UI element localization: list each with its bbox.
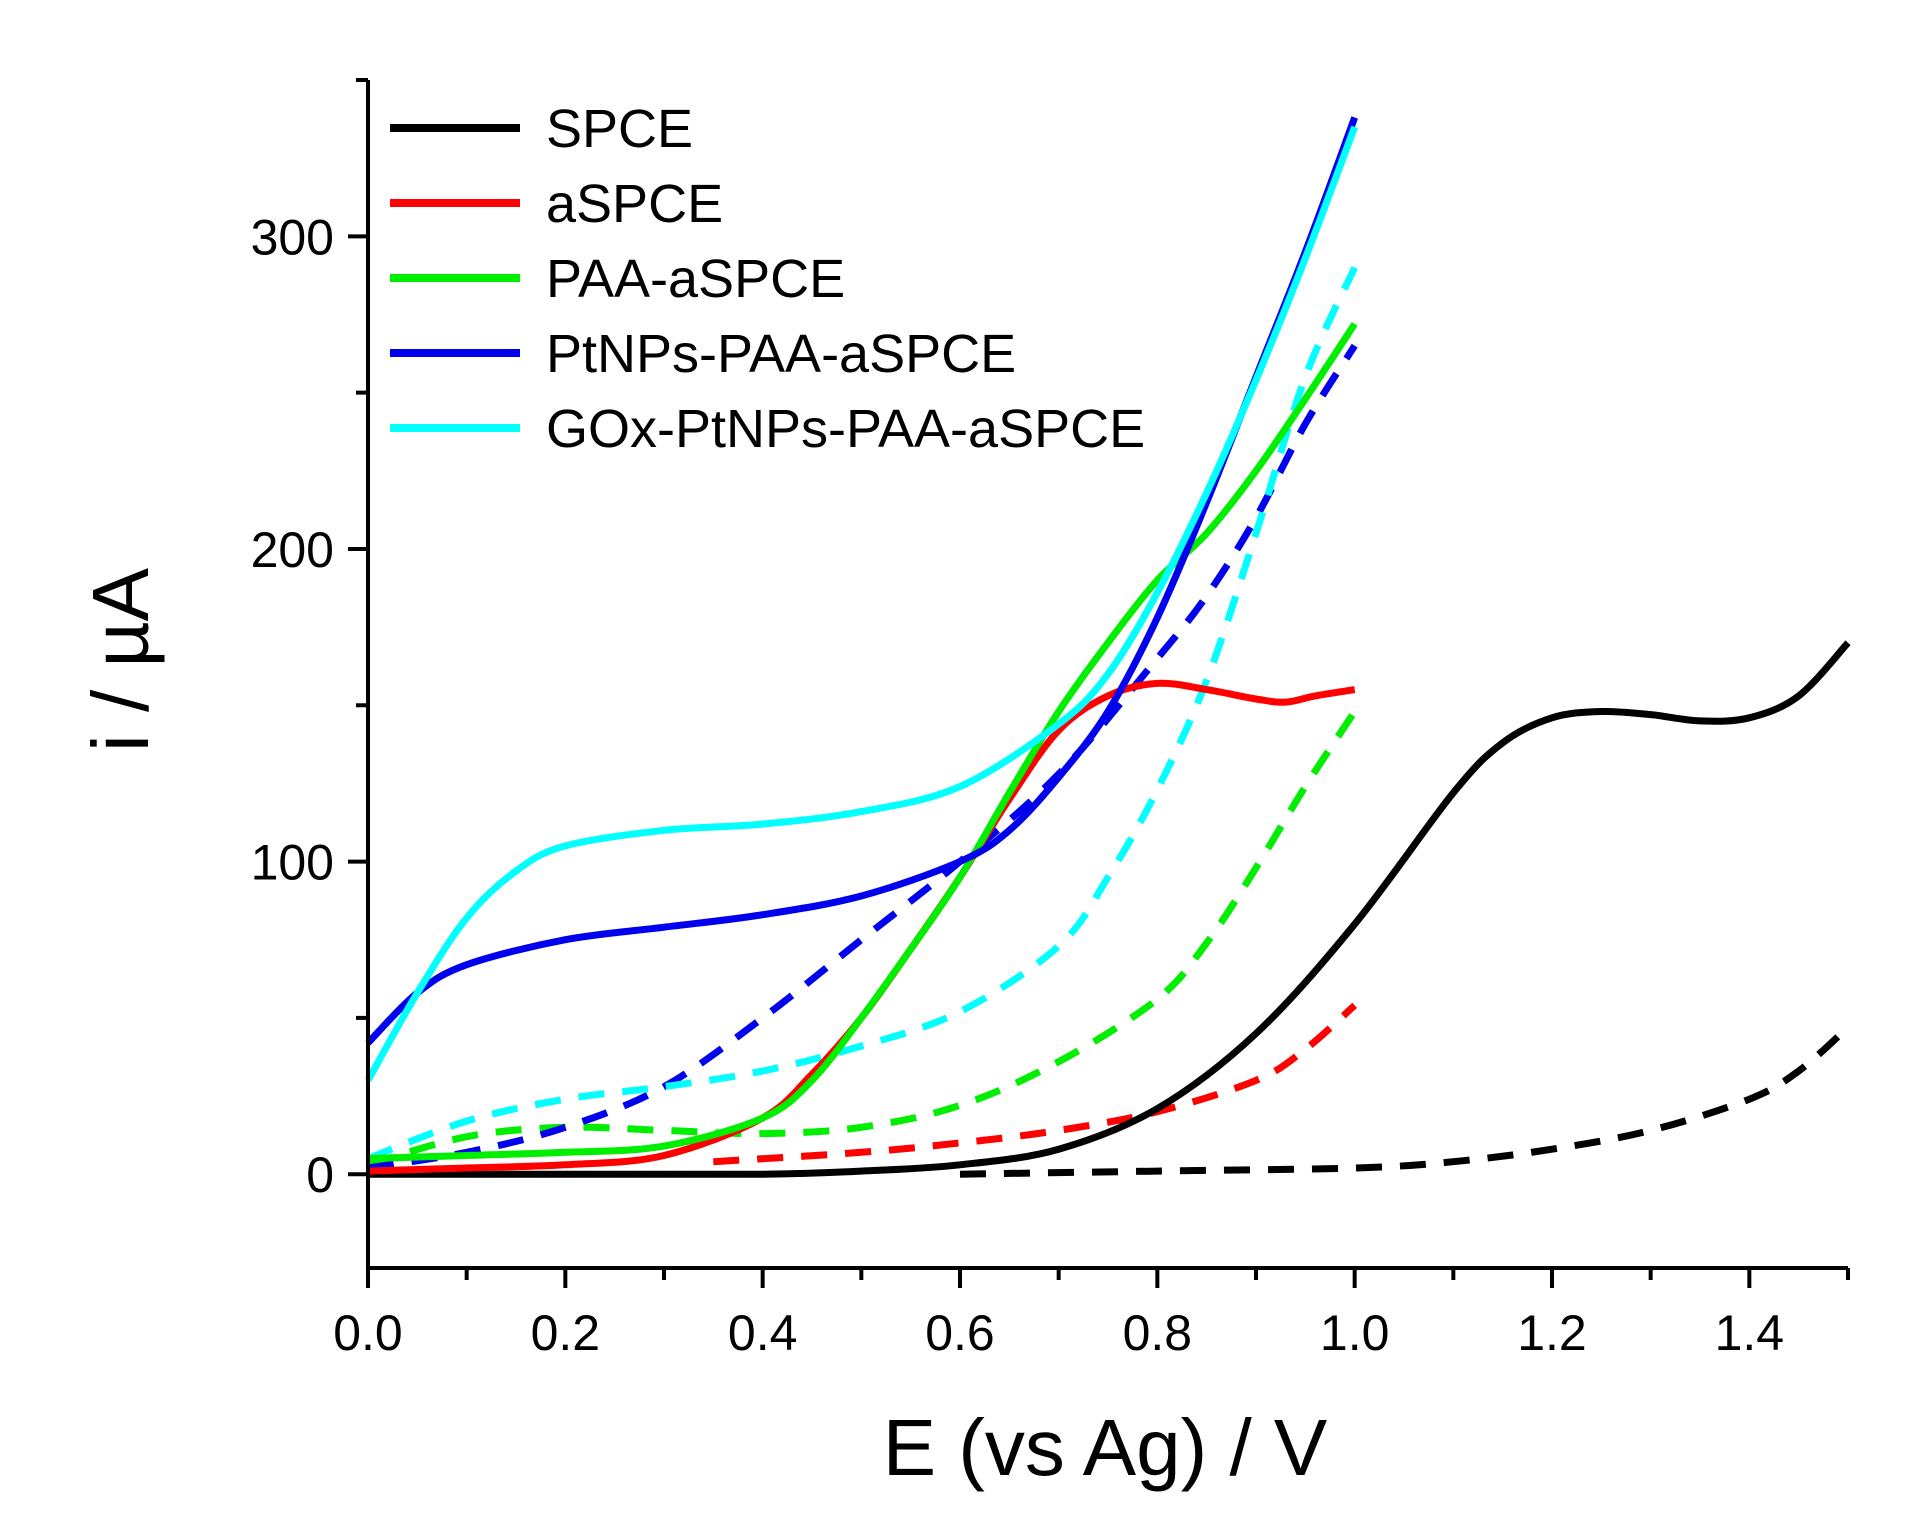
x-tick-label: 0.0 [333,1305,403,1361]
y-tick-label: 0 [306,1147,334,1203]
series-line-spce [368,640,1851,1178]
legend-label: aSPCE [546,174,723,234]
x-tick-label: 0.2 [531,1305,601,1361]
y-tick-label: 300 [251,209,334,265]
x-tick-label: 0.8 [1123,1305,1193,1361]
series-layer [364,116,1851,1178]
axes-layer: 0.0 0.2 0.4 0.6 0.8 1.0 1.2 1.4 0 100 200 300 [251,78,1850,1361]
series-line-gox-ptnps-paa-aspce [364,125,1358,1083]
series-line-ptnps-paa-aspce [365,116,1358,1046]
series-line-paa-aspce [367,321,1358,1163]
legend: SPCE aSPCE PAA-aSPCE PtNPs-PAA-aSPCE GOx-PtN… [390,99,1145,459]
legend-label: PtNPs-PAA-aSPCE [546,324,1016,384]
x-tick-label: 0.6 [925,1305,995,1361]
x-tick-label: 0.4 [728,1305,798,1361]
x-axis-title: E (vs Ag) / V [883,1403,1328,1492]
legend-label: PAA-aSPCE [546,249,845,309]
x-tick-label: 1.4 [1715,1305,1785,1361]
series-line-aspce-dashed [713,1002,1358,1166]
y-axis-title: i / µA [76,567,165,752]
series-line-spce-dashed [959,1024,1851,1178]
legend-label: SPCE [546,99,693,159]
y-tick-label: 200 [251,522,334,578]
series-line-gox-ptnps-paa-aspce-dashed [366,266,1358,1162]
x-tick-label: 1.2 [1517,1305,1587,1361]
legend-label: GOx-PtNPs-PAA-aSPCE [546,399,1145,459]
y-tick-label: 100 [251,835,334,891]
x-tick-label: 1.0 [1320,1305,1390,1361]
